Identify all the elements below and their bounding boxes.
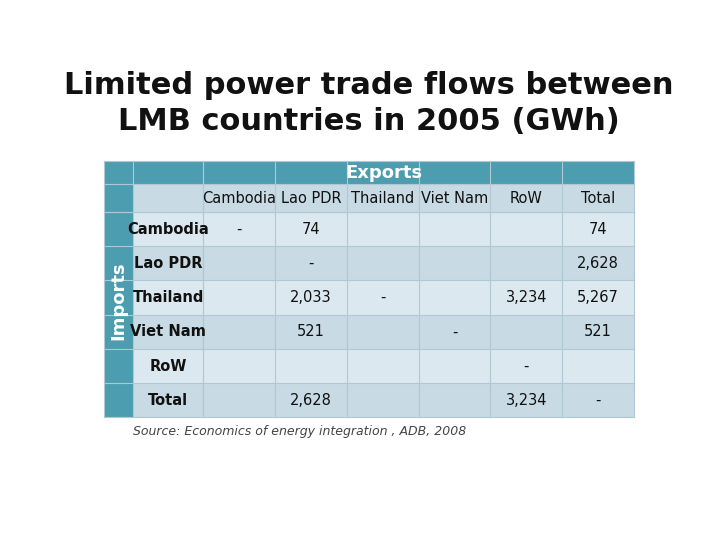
Bar <box>562 212 634 246</box>
Bar <box>275 349 347 383</box>
Text: -: - <box>308 256 314 271</box>
Bar <box>347 349 418 383</box>
Bar <box>203 349 275 383</box>
Bar <box>203 212 275 246</box>
Bar <box>490 184 562 212</box>
Bar <box>133 349 203 383</box>
Text: 2,628: 2,628 <box>577 256 619 271</box>
Bar <box>562 349 634 383</box>
Bar <box>490 246 562 280</box>
Bar <box>347 383 418 417</box>
Bar <box>275 315 347 349</box>
Text: -: - <box>236 221 242 237</box>
Text: Cambodia: Cambodia <box>202 191 276 206</box>
Text: RoW: RoW <box>510 191 543 206</box>
Bar <box>203 383 275 417</box>
Bar <box>562 383 634 417</box>
Text: Total: Total <box>581 191 616 206</box>
Bar <box>203 246 275 280</box>
Bar <box>562 280 634 315</box>
Bar <box>418 246 490 280</box>
Text: 74: 74 <box>302 221 320 237</box>
Bar <box>203 280 275 315</box>
Bar <box>490 383 562 417</box>
Bar <box>133 246 203 280</box>
Bar <box>104 161 133 184</box>
Bar <box>418 280 490 315</box>
Bar <box>203 315 275 349</box>
Text: -: - <box>595 393 600 408</box>
Text: Limited power trade flows between
LMB countries in 2005 (GWh): Limited power trade flows between LMB co… <box>64 71 674 136</box>
Bar <box>275 383 347 417</box>
Bar <box>490 280 562 315</box>
Bar <box>347 184 418 212</box>
Bar <box>203 184 275 212</box>
Bar <box>133 280 203 315</box>
Text: 3,234: 3,234 <box>505 393 547 408</box>
Bar <box>562 184 634 212</box>
Text: -: - <box>380 290 385 305</box>
Text: Viet Nam: Viet Nam <box>421 191 488 206</box>
Bar <box>347 315 418 349</box>
Bar <box>418 212 490 246</box>
Text: Viet Nam: Viet Nam <box>130 325 206 339</box>
Bar <box>347 280 418 315</box>
Text: 521: 521 <box>297 325 325 339</box>
Text: 74: 74 <box>589 221 608 237</box>
Bar <box>418 184 490 212</box>
Text: Exports: Exports <box>345 164 423 181</box>
Bar <box>562 246 634 280</box>
Bar <box>490 315 562 349</box>
Text: Imports: Imports <box>109 261 127 340</box>
Bar <box>490 349 562 383</box>
Bar <box>275 212 347 246</box>
Bar <box>347 212 418 246</box>
Text: Thailand: Thailand <box>132 290 204 305</box>
Text: Thailand: Thailand <box>351 191 414 206</box>
Bar <box>275 184 347 212</box>
Bar <box>490 212 562 246</box>
Bar <box>133 184 203 212</box>
Text: RoW: RoW <box>150 359 187 374</box>
Bar <box>133 383 203 417</box>
Bar <box>418 349 490 383</box>
Bar <box>133 212 203 246</box>
Text: 5,267: 5,267 <box>577 290 619 305</box>
Text: Lao PDR: Lao PDR <box>281 191 341 206</box>
Text: Cambodia: Cambodia <box>127 221 209 237</box>
Text: 521: 521 <box>584 325 612 339</box>
Bar <box>562 315 634 349</box>
Bar <box>418 315 490 349</box>
Text: 2,628: 2,628 <box>290 393 332 408</box>
Text: -: - <box>452 325 457 339</box>
Bar <box>104 184 133 417</box>
Bar <box>275 246 347 280</box>
Text: 3,234: 3,234 <box>505 290 547 305</box>
Bar <box>347 246 418 280</box>
Bar <box>133 161 634 184</box>
Text: 2,033: 2,033 <box>290 290 332 305</box>
Text: Source: Economics of energy integration , ADB, 2008: Source: Economics of energy integration … <box>133 425 467 438</box>
Bar <box>275 280 347 315</box>
Bar <box>418 383 490 417</box>
Bar <box>133 315 203 349</box>
Text: Lao PDR: Lao PDR <box>134 256 202 271</box>
Text: -: - <box>523 359 529 374</box>
Text: Total: Total <box>148 393 189 408</box>
